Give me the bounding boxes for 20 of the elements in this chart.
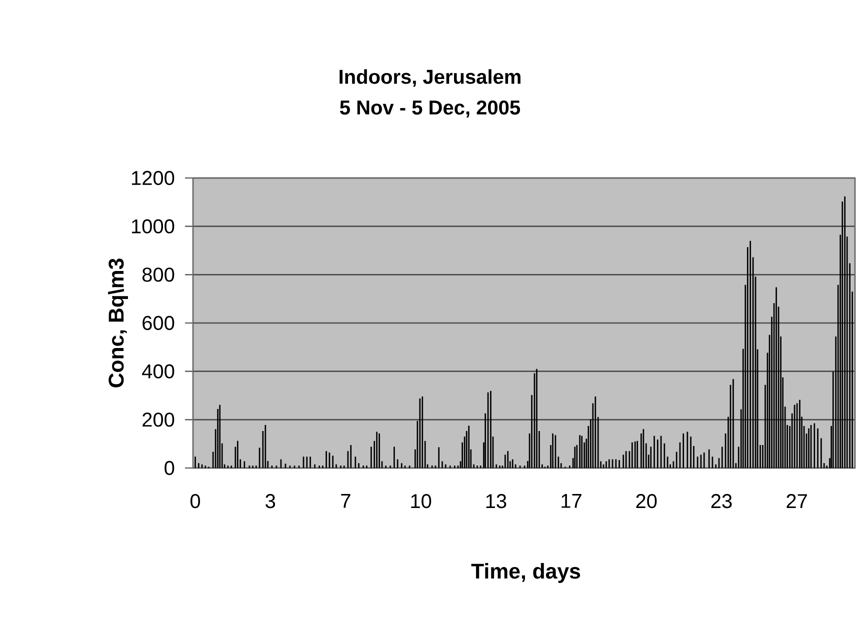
- y-tick-label: 1200: [132, 170, 174, 186]
- y-tick-label: 400: [142, 364, 174, 378]
- y-tick-label: 200: [142, 412, 174, 427]
- x-tick-label: 23: [711, 494, 732, 508]
- x-tick-label: 7: [341, 494, 350, 508]
- x-tick-label: 3: [266, 494, 276, 508]
- x-axis-title: Time, days: [471, 563, 580, 583]
- x-tick-label: 10: [411, 494, 432, 508]
- y-axis-title: Conc, Bq\m3: [108, 258, 128, 388]
- chart-subtitle: 5 Nov - 5 Dec, 2005: [340, 100, 520, 118]
- chart-title: Indoors, Jerusalem: [340, 69, 520, 87]
- y-tick-label: 800: [142, 268, 174, 282]
- x-tick-label: 20: [636, 494, 657, 508]
- y-tick-label: 0: [164, 460, 174, 476]
- x-tick-label: 0: [190, 494, 200, 508]
- x-tick-label: 13: [486, 494, 506, 508]
- x-tick-label: 27: [786, 494, 807, 508]
- y-tick-label: 600: [142, 316, 174, 330]
- y-tick-label: 1000: [132, 219, 174, 234]
- x-tick-label: 17: [562, 494, 582, 508]
